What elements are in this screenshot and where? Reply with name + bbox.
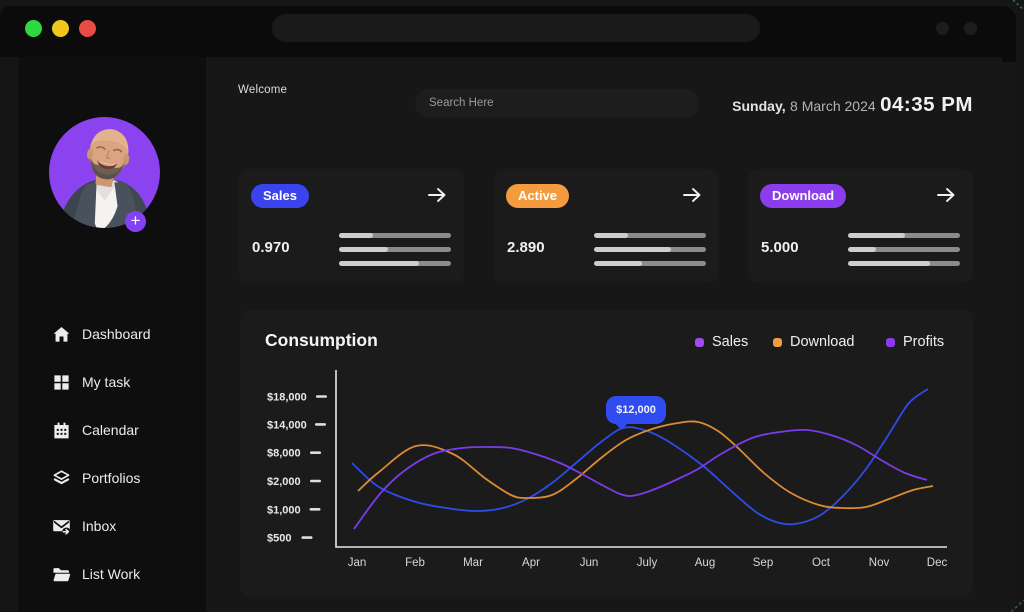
svg-text:$2,000: $2,000 <box>267 476 301 488</box>
svg-text:July: July <box>637 557 658 569</box>
svg-text:Feb: Feb <box>405 557 425 569</box>
svg-text:Jan: Jan <box>348 557 367 569</box>
svg-text:Dec: Dec <box>927 557 948 569</box>
svg-text:$1,000: $1,000 <box>267 504 301 516</box>
svg-text:$8,000: $8,000 <box>267 448 301 460</box>
svg-text:Oct: Oct <box>812 557 831 569</box>
svg-text:$14,000: $14,000 <box>267 419 307 431</box>
svg-text:Mar: Mar <box>463 557 483 569</box>
svg-text:Apr: Apr <box>522 557 540 569</box>
svg-text:$500: $500 <box>267 533 291 545</box>
svg-text:Sep: Sep <box>753 557 773 569</box>
svg-text:$18,000: $18,000 <box>267 392 307 404</box>
svg-text:Nov: Nov <box>869 557 890 569</box>
svg-text:Jun: Jun <box>580 557 599 569</box>
svg-text:Aug: Aug <box>695 557 715 569</box>
